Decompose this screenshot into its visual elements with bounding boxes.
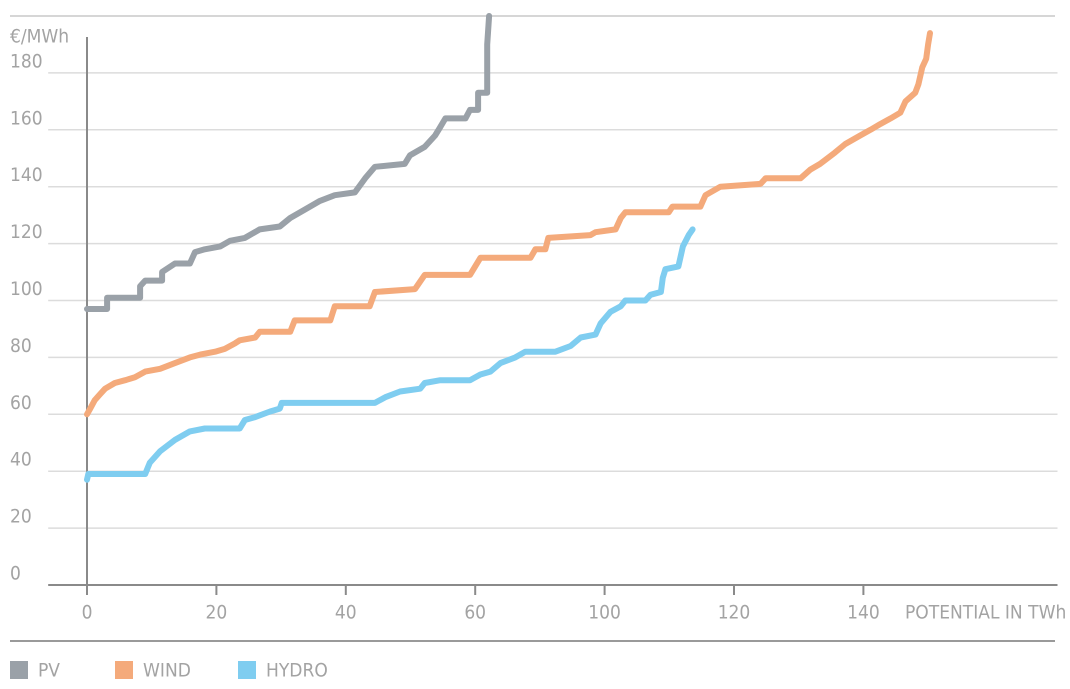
y-axis-label: €/MWh <box>10 26 69 48</box>
y-tick-label: 140 <box>10 164 43 186</box>
x-tick-label: 40 <box>335 602 357 624</box>
legend-swatch <box>10 661 28 679</box>
y-tick-label: 180 <box>10 50 43 72</box>
y-tick-label: 60 <box>10 392 32 414</box>
y-tick-label: 120 <box>10 221 43 243</box>
x-tick-label: 0 <box>82 602 93 624</box>
y-tick-label: 0 <box>10 563 21 585</box>
y-tick-label: 100 <box>10 278 43 300</box>
x-tick-label: 20 <box>206 602 228 624</box>
y-tick-label: 20 <box>10 506 32 528</box>
legend-swatch <box>238 661 256 679</box>
legend-label: HYDRO <box>266 660 328 682</box>
y-tick-label: 80 <box>10 335 32 357</box>
x-axis-label: POTENTIAL IN TWh <box>905 602 1066 624</box>
legend-label: PV <box>38 660 60 682</box>
x-tick-label: 100 <box>588 602 621 624</box>
series-line <box>84 30 933 418</box>
y-tick-label: 40 <box>10 449 32 471</box>
series-line <box>84 226 696 483</box>
series-line <box>84 13 493 312</box>
x-tick-label: 120 <box>718 602 751 624</box>
legend-swatch <box>115 661 133 679</box>
y-tick-label: 160 <box>10 107 43 129</box>
x-tick-label: 60 <box>464 602 486 624</box>
x-tick-label: 140 <box>847 602 880 624</box>
legend-label: WIND <box>143 660 191 682</box>
